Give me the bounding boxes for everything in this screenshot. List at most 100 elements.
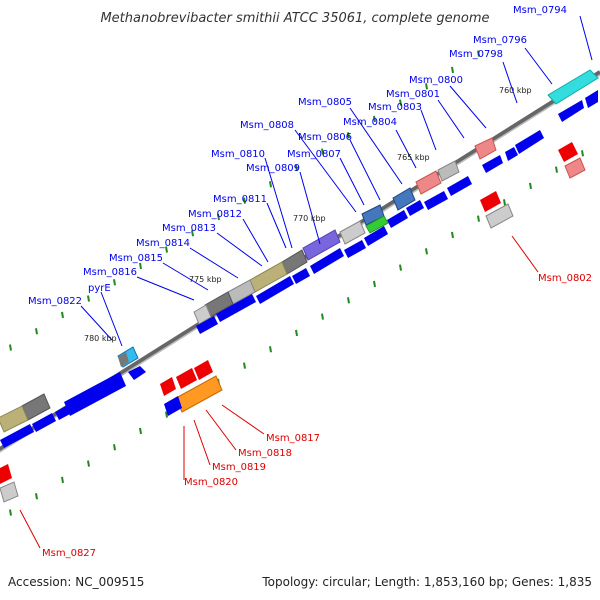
label-msm-0806[interactable]: Msm_0806 [298, 132, 352, 143]
minor-tick [113, 279, 116, 286]
label-msm-0809[interactable]: Msm_0809 [246, 163, 300, 174]
label-msm-0816[interactable]: Msm_0816 [83, 267, 137, 278]
reverse-labels: Msm_0802 Msm_0817 Msm_0818 Msm_0819 Msm_… [42, 273, 592, 559]
minor-tick [425, 83, 428, 90]
forward-strand-genes [0, 69, 599, 448]
label-pyre[interactable]: pyrE [88, 283, 111, 294]
label-msm-0827[interactable]: Msm_0827 [42, 548, 96, 559]
gene-red[interactable] [194, 360, 213, 380]
gene-msm-0827[interactable] [0, 481, 19, 503]
gene-msm-0794[interactable] [547, 69, 599, 105]
minor-tick [321, 148, 324, 155]
label-msm-0818[interactable]: Msm_0818 [238, 448, 292, 459]
label-msm-0804[interactable]: Msm_0804 [343, 117, 397, 128]
minor-tick [373, 280, 376, 288]
minor-tick [113, 444, 116, 451]
minor-tick [373, 115, 376, 123]
gene-arrow[interactable] [482, 155, 503, 173]
label-msm-0802[interactable]: Msm_0802 [538, 273, 592, 284]
minor-tick [503, 199, 506, 206]
gene-msm-0802[interactable] [485, 203, 514, 229]
gene-red[interactable] [160, 377, 176, 396]
label-msm-0815[interactable]: Msm_0815 [109, 253, 163, 264]
gene-red[interactable] [480, 191, 501, 212]
gene-olive[interactable] [0, 405, 29, 433]
minor-tick [87, 460, 90, 467]
label-msm-0808[interactable]: Msm_0808 [240, 120, 294, 131]
gene-arrow[interactable] [55, 406, 70, 420]
gene-arrow[interactable] [406, 200, 424, 216]
label-msm-0820[interactable]: Msm_0820 [184, 477, 238, 488]
minor-tick [451, 231, 454, 239]
minor-tick [217, 213, 220, 221]
minor-tick [347, 297, 350, 304]
gene-msm-0816[interactable] [193, 304, 212, 325]
gene-red[interactable] [0, 464, 12, 484]
gene-arrow[interactable] [387, 210, 408, 228]
label-msm-0813[interactable]: Msm_0813 [162, 223, 216, 234]
gene-grey[interactable] [339, 220, 366, 245]
tick-label: 760 kbp [499, 86, 532, 95]
label-msm-0794[interactable]: Msm_0794 [513, 5, 567, 16]
minor-tick [35, 493, 38, 500]
minor-tick [165, 411, 168, 418]
gene-arrow[interactable] [0, 424, 34, 448]
gene-arrow[interactable] [292, 268, 310, 284]
label-msm-0801[interactable]: Msm_0801 [386, 89, 440, 100]
gene-arrow[interactable] [32, 413, 56, 432]
accession: Accession: NC_009515 [8, 575, 144, 589]
gene-msm-0805[interactable] [392, 187, 416, 211]
label-msm-0814[interactable]: Msm_0814 [136, 238, 190, 249]
gene-msm-0822[interactable] [64, 372, 126, 416]
minor-tick [399, 264, 402, 271]
minor-tick [61, 311, 64, 319]
label-leaders [19, 15, 593, 549]
label-msm-0803[interactable]: Msm_0803 [368, 102, 422, 113]
gene-arrow[interactable] [424, 191, 448, 210]
label-msm-0822[interactable]: Msm_0822 [28, 296, 82, 307]
label-msm-0817[interactable]: Msm_0817 [266, 433, 320, 444]
minor-tick [295, 164, 298, 172]
gene-arrow[interactable] [515, 130, 544, 154]
gene-arrow[interactable] [216, 294, 256, 322]
gene-pink[interactable] [564, 157, 586, 179]
gene-arrow[interactable] [128, 366, 146, 380]
minor-tick [425, 248, 428, 255]
label-msm-0798[interactable]: Msm_0798 [449, 49, 503, 60]
gene-arrow[interactable] [310, 248, 344, 274]
label-msm-0811[interactable]: Msm_0811 [213, 194, 267, 205]
label-msm-0810[interactable]: Msm_0810 [211, 149, 265, 160]
gene-arrow[interactable] [196, 316, 218, 334]
coordinate-ticks: 760 kbp 765 kbp 770 kbp 775 kbp 780 kbp [84, 86, 532, 343]
gene-grey[interactable] [437, 160, 460, 182]
gene-red[interactable] [558, 142, 578, 162]
gene-arrow[interactable] [256, 276, 294, 304]
label-msm-0800[interactable]: Msm_0800 [409, 75, 463, 86]
gene-grey-small[interactable] [118, 352, 129, 367]
minor-tick [321, 313, 324, 320]
label-msm-0796[interactable]: Msm_0796 [473, 35, 527, 46]
gene-arrow[interactable] [364, 226, 388, 246]
minor-tick [9, 509, 12, 516]
label-msm-0807[interactable]: Msm_0807 [287, 149, 341, 160]
minor-tick [165, 246, 168, 253]
minor-tick [269, 181, 272, 188]
label-msm-0819[interactable]: Msm_0819 [212, 462, 266, 473]
gene-arrow[interactable] [558, 100, 584, 122]
gene-msm-0808[interactable] [365, 215, 389, 234]
minor-tick [529, 182, 532, 190]
gene-msm-0809[interactable] [302, 229, 341, 261]
gene-arrow[interactable] [585, 90, 598, 108]
minor-tick [295, 329, 298, 337]
label-msm-0812[interactable]: Msm_0812 [188, 209, 242, 220]
minor-tick [61, 476, 64, 484]
gene-arrow[interactable] [505, 147, 518, 161]
gene-arrow[interactable] [344, 240, 366, 258]
gene-arrow[interactable] [447, 176, 472, 196]
gene-msm-0803[interactable] [415, 170, 442, 195]
gene-msm-0800[interactable] [474, 137, 497, 160]
gene-msm-0820[interactable] [164, 396, 182, 416]
gene-red[interactable] [176, 368, 197, 389]
label-msm-0805[interactable]: Msm_0805 [298, 97, 352, 108]
